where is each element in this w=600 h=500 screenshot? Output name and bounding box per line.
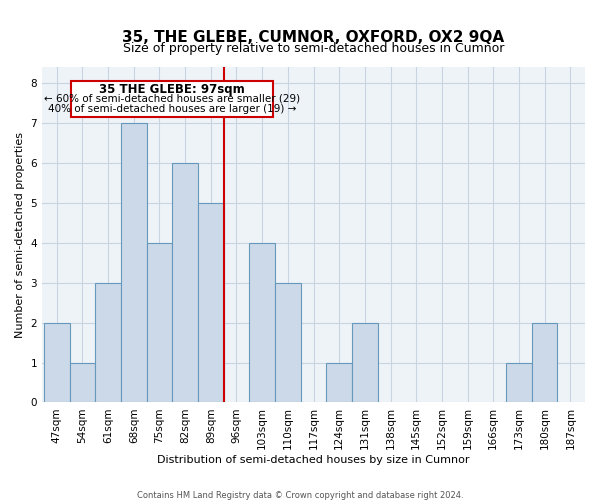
Y-axis label: Number of semi-detached properties: Number of semi-detached properties <box>15 132 25 338</box>
Bar <box>198 203 224 402</box>
Text: Size of property relative to semi-detached houses in Cumnor: Size of property relative to semi-detach… <box>123 42 504 56</box>
FancyBboxPatch shape <box>71 81 273 117</box>
Text: Contains HM Land Registry data © Crown copyright and database right 2024.: Contains HM Land Registry data © Crown c… <box>137 490 463 500</box>
X-axis label: Distribution of semi-detached houses by size in Cumnor: Distribution of semi-detached houses by … <box>157 455 470 465</box>
Bar <box>275 282 301 403</box>
Bar <box>70 362 95 403</box>
Bar <box>532 322 557 402</box>
Bar <box>326 362 352 403</box>
Text: 40% of semi-detached houses are larger (19) →: 40% of semi-detached houses are larger (… <box>48 104 296 114</box>
Bar <box>250 242 275 402</box>
Text: ← 60% of semi-detached houses are smaller (29): ← 60% of semi-detached houses are smalle… <box>44 94 301 104</box>
Bar <box>146 242 172 402</box>
Bar <box>121 123 146 402</box>
Bar <box>95 282 121 403</box>
Bar <box>352 322 378 402</box>
Bar <box>172 163 198 402</box>
Bar <box>44 322 70 402</box>
Bar <box>506 362 532 403</box>
Text: 35 THE GLEBE: 97sqm: 35 THE GLEBE: 97sqm <box>100 84 245 96</box>
Title: 35, THE GLEBE, CUMNOR, OXFORD, OX2 9QA: 35, THE GLEBE, CUMNOR, OXFORD, OX2 9QA <box>122 30 505 45</box>
